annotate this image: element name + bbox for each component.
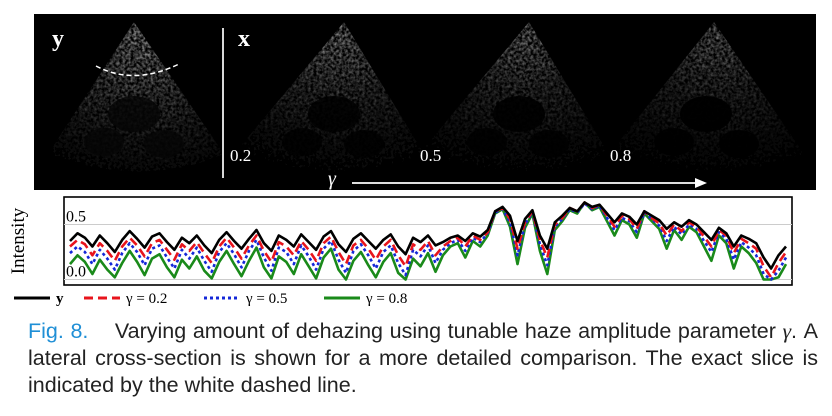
ultrasound-panel-strip — [34, 14, 816, 190]
gamma-arrow-icon — [352, 178, 707, 188]
series-line-0 — [69, 201, 787, 270]
panel-gamma-02-image — [234, 22, 424, 172]
gamma-tick-02: 0.2 — [230, 146, 252, 165]
legend-label-1: γ = 0.2 — [125, 291, 167, 307]
panel-divider — [222, 28, 224, 178]
panel-gamma-05-image — [419, 22, 609, 172]
panel-label-y: y — [52, 26, 64, 52]
caption-gamma-symbol: γ — [782, 319, 792, 343]
y-tick-label: 0.5 — [66, 209, 86, 226]
gamma-tick-08: 0.8 — [610, 146, 632, 165]
caption-text-part-1: Varying amount of dehazing using tunable… — [114, 319, 776, 343]
gamma-axis-label: γ — [328, 168, 336, 190]
legend-label-2: γ = 0.5 — [245, 291, 287, 307]
panel-label-x: x — [238, 26, 250, 52]
y-axis-label: Intensity — [8, 207, 29, 274]
cross-section-dashed-line — [95, 63, 180, 77]
series-line-3 — [69, 201, 788, 281]
panel-gamma-08-image — [609, 22, 804, 172]
gamma-tick-05: 0.5 — [420, 146, 442, 165]
panel-y-image — [48, 22, 224, 172]
caption-figure-reference: Fig. 8. — [28, 319, 89, 343]
cross-section-plot: 0.0 0.5 Intensity y γ = 0.2 γ = 0.5 γ = 0.8 — [0, 193, 832, 311]
legend-label-3: γ = 0.8 — [365, 291, 407, 307]
cross-section-chart: 0.0 0.5 Intensity y γ = 0.2 γ = 0.5 γ = 0.8 — [8, 196, 793, 307]
series-line-2 — [69, 202, 788, 281]
figure-caption: Fig. 8. Varying amount of dehazing using… — [28, 318, 818, 399]
y-tick-label: 0.0 — [66, 264, 86, 281]
ultrasound-images — [48, 22, 804, 172]
series-line-1 — [69, 201, 788, 279]
legend-label-0: y — [56, 291, 64, 307]
caption-text-part-2: . A lateral cross-section is shown for a… — [28, 319, 818, 397]
plot-frame — [63, 196, 793, 286]
